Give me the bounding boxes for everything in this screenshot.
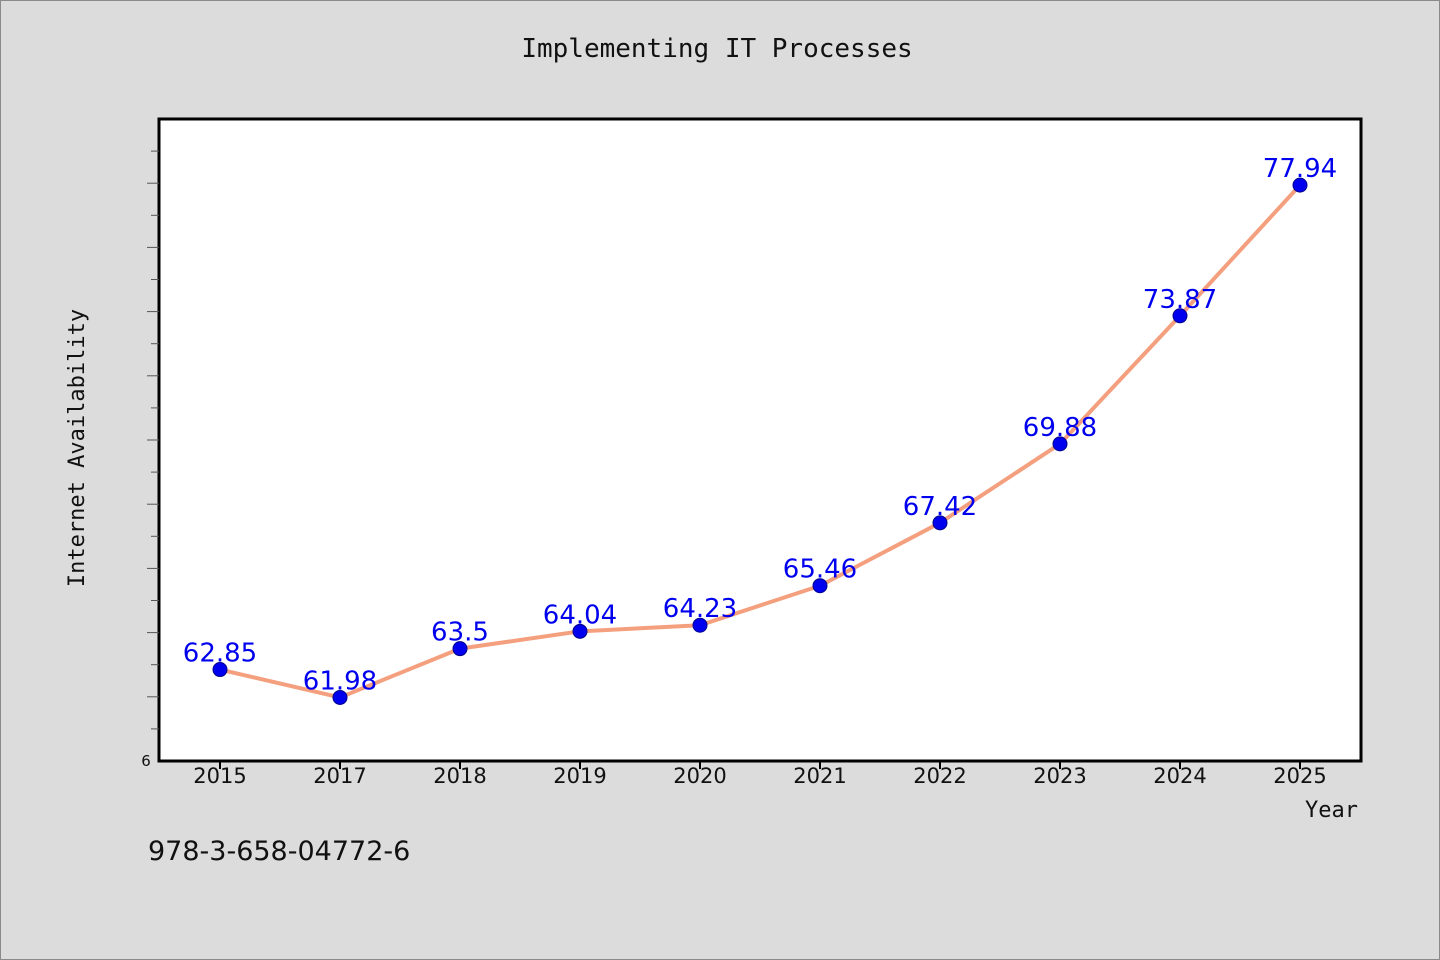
data-label: 73.87 [1143, 285, 1217, 315]
y-axis-ticks [147, 150, 159, 730]
data-points [212, 177, 1308, 705]
data-point [212, 662, 228, 678]
data-label: 64.04 [543, 600, 617, 630]
x-tick-label: 2025 [1273, 764, 1326, 788]
x-tick-label: 2023 [1033, 764, 1086, 788]
data-point [1052, 436, 1068, 452]
data-point [572, 623, 588, 639]
chart-title: Implementing IT Processes [521, 34, 913, 64]
x-tick-label: 2015 [193, 764, 246, 788]
data-labels: 62.85 61.98 63.5 64.04 64.23 65.46 67.42 69.88 7… [183, 154, 1337, 696]
data-label: 67.42 [903, 492, 977, 522]
y-axis-min-label: 6 [141, 752, 151, 770]
data-point [332, 689, 348, 705]
data-label: 62.85 [183, 639, 257, 669]
x-tick-label: 2021 [793, 764, 846, 788]
series-line [219, 183, 1302, 700]
x-tick-label: 2020 [673, 764, 726, 788]
data-point [1292, 177, 1308, 193]
data-label: 77.94 [1263, 154, 1337, 184]
data-label: 61.98 [303, 666, 377, 696]
data-label: 65.46 [783, 555, 857, 585]
data-point [452, 641, 468, 657]
data-label: 69.88 [1023, 413, 1097, 443]
data-point [812, 578, 828, 594]
data-label: 64.23 [663, 594, 737, 624]
x-axis-label: Year [1305, 798, 1358, 823]
plot-area [157, 117, 1363, 763]
x-tick-label: 2018 [433, 764, 486, 788]
data-point [1172, 308, 1188, 324]
isbn-footer: 978-3-658-04772-6 [148, 836, 411, 867]
data-point [692, 617, 708, 633]
data-point [932, 515, 948, 531]
data-label: 63.5 [431, 618, 489, 648]
x-axis-ticks: 2015 2017 2018 2019 2020 2021 2022 2023 2024 2025 [193, 761, 1327, 788]
x-tick-label: 2017 [313, 764, 366, 788]
x-tick-label: 2024 [1153, 764, 1206, 788]
x-tick-label: 2022 [913, 764, 966, 788]
y-axis-label: Internet Availability [65, 309, 90, 587]
x-tick-label: 2019 [553, 764, 606, 788]
